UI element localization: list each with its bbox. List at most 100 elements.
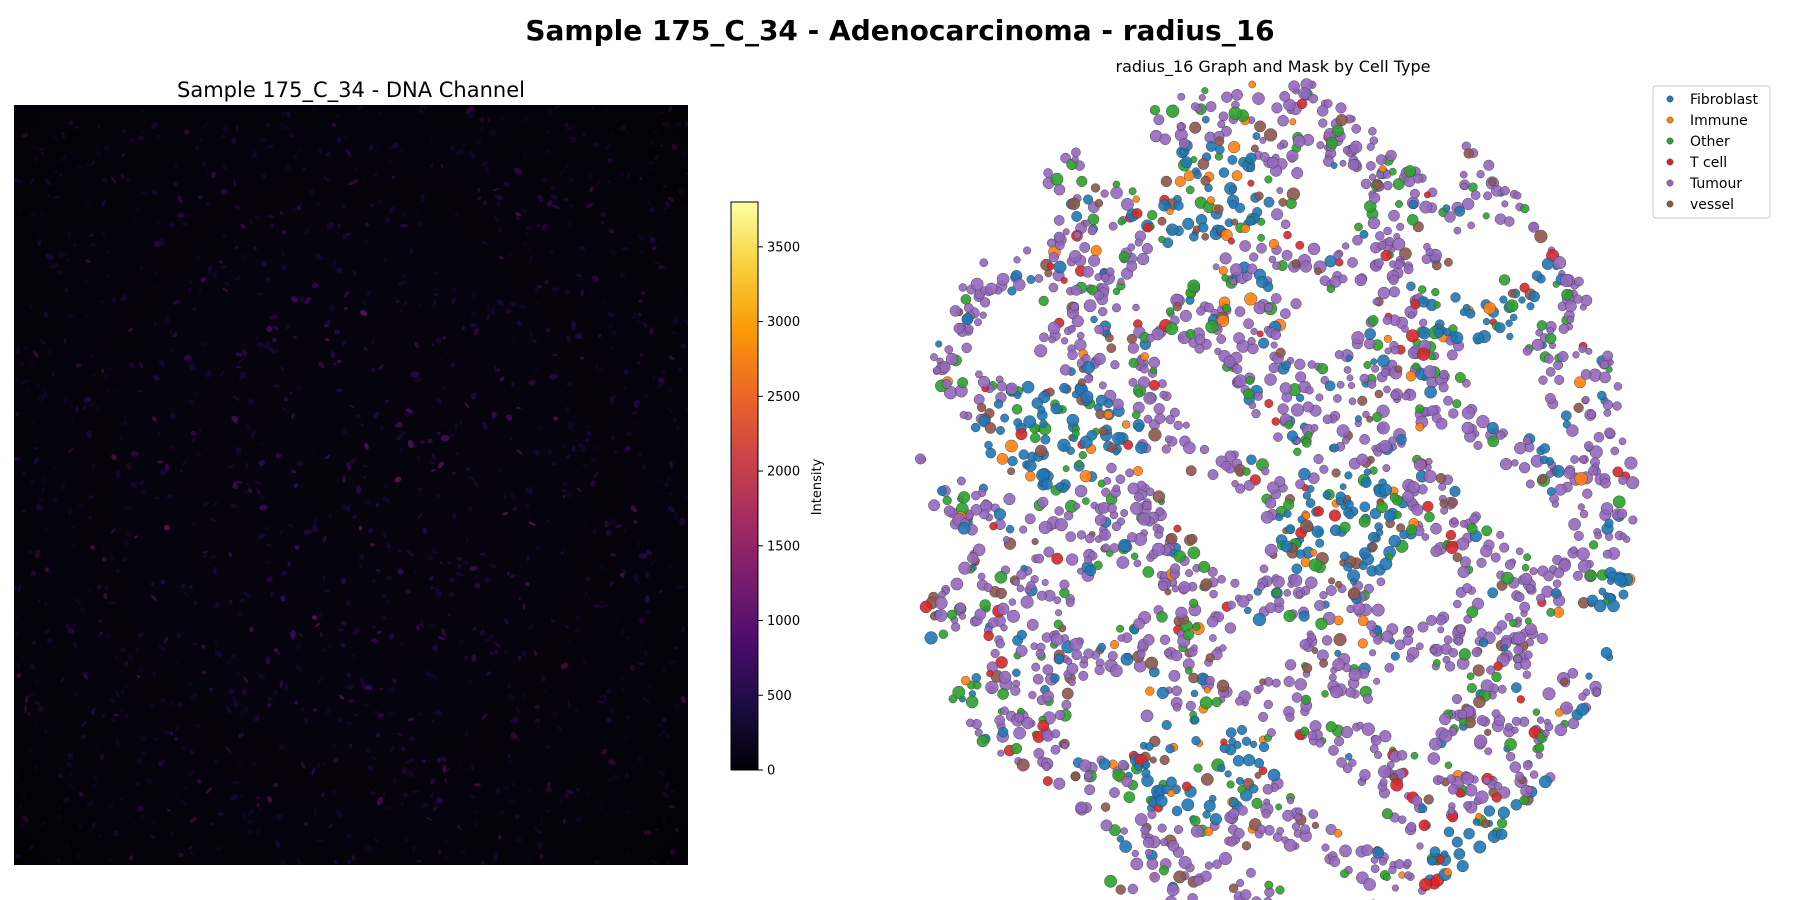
cell-point: [1360, 477, 1372, 488]
cell-point: [1298, 610, 1310, 622]
cell-point: [1328, 509, 1341, 522]
cell-point: [1163, 648, 1172, 657]
cell-point: [1394, 859, 1405, 869]
cell-point: [993, 399, 1004, 409]
cell-point: [1212, 859, 1222, 869]
cell-point: [1118, 538, 1132, 552]
cell-point: [1447, 807, 1456, 815]
cell-point: [1357, 615, 1369, 627]
cell-point: [1559, 701, 1573, 715]
cell-point: [1523, 650, 1533, 660]
cell-point: [1323, 99, 1333, 109]
cell-point: [1125, 468, 1135, 478]
cell-point: [1509, 761, 1522, 773]
cell-point: [1429, 646, 1437, 655]
cell-point: [1302, 663, 1313, 674]
cell-point: [1172, 302, 1182, 312]
cell-point: [1165, 744, 1175, 754]
cell-point: [967, 552, 979, 564]
cell-point: [996, 272, 1010, 286]
cell-point: [1510, 799, 1523, 811]
cell-point: [1127, 482, 1140, 495]
cell-point: [1216, 679, 1230, 692]
cell-point: [1541, 258, 1554, 270]
cell-point: [1418, 878, 1432, 892]
cell-point: [1314, 600, 1326, 612]
cell-point: [1494, 781, 1503, 791]
cell-point: [1319, 658, 1329, 668]
cell-point: [1559, 273, 1574, 288]
cell-point: [1511, 726, 1519, 734]
cell-point: [941, 378, 952, 389]
cell-point: [1418, 804, 1428, 814]
cell-point: [1100, 273, 1110, 282]
cell-point: [1370, 864, 1380, 874]
cell-point: [1143, 391, 1157, 405]
cell-point: [1159, 390, 1168, 399]
cell-point: [1460, 182, 1468, 191]
cell-point: [1348, 397, 1357, 406]
cell-point: [1350, 578, 1358, 586]
cell-point: [1170, 563, 1181, 574]
cell-point: [1185, 328, 1196, 339]
cell-point: [1536, 593, 1546, 603]
cell-point: [1084, 374, 1094, 384]
cell-point: [1588, 465, 1599, 476]
cell-point: [1435, 614, 1447, 626]
cell-point: [1362, 410, 1370, 419]
cell-point: [1618, 437, 1627, 446]
cell-point: [1377, 765, 1391, 779]
cell-point: [1580, 369, 1592, 380]
cell-point: [1211, 697, 1222, 708]
cell-point: [1053, 215, 1065, 226]
cell-point: [1505, 752, 1516, 762]
cell-point: [1040, 434, 1051, 445]
cell-point: [1463, 828, 1475, 840]
cell-point: [1026, 275, 1036, 284]
cell-point: [1444, 211, 1456, 223]
cell-point: [1496, 530, 1505, 539]
cell-point: [1059, 382, 1070, 394]
cell-point: [1193, 875, 1204, 886]
cell-point: [1407, 481, 1420, 494]
colorbar-tick-label: 2000: [767, 465, 800, 480]
cell-point: [1185, 185, 1195, 195]
cell-point: [1333, 250, 1342, 260]
cell-point: [1482, 317, 1491, 326]
cell-point: [1440, 506, 1449, 515]
cell-point: [1224, 770, 1232, 778]
cell-point: [1520, 204, 1530, 214]
cell-point: [1593, 599, 1607, 613]
cell-point: [1070, 302, 1080, 312]
cell-point: [1351, 331, 1365, 345]
cell-point: [1119, 840, 1132, 853]
cell-point: [1607, 599, 1620, 613]
cell-point: [971, 422, 981, 433]
cell-point: [1251, 409, 1261, 419]
cell-point: [1279, 91, 1290, 102]
cell-point: [1249, 252, 1259, 262]
cell-point: [950, 622, 961, 632]
cell-point: [1081, 361, 1095, 374]
cell-point: [970, 504, 982, 516]
cell-point: [1131, 849, 1139, 858]
cell-point: [1097, 642, 1106, 652]
cell-point: [1225, 727, 1237, 738]
cell-point: [952, 685, 966, 699]
cell-point: [1449, 485, 1461, 497]
cell-point: [1124, 652, 1132, 661]
cell-point: [1256, 684, 1264, 692]
cell-point: [1436, 855, 1445, 864]
cell-point: [1103, 476, 1112, 485]
cell-point: [1248, 401, 1257, 410]
cell-point: [1313, 506, 1324, 517]
cell-point: [1443, 867, 1452, 877]
cell-point: [1143, 222, 1153, 233]
cell-point: [1410, 188, 1420, 199]
cell-point: [1108, 221, 1118, 231]
cell-point: [1128, 187, 1137, 196]
cell-point: [1470, 190, 1481, 200]
cell-point: [1191, 644, 1198, 652]
cell-point: [1486, 422, 1499, 435]
cell-point: [1585, 569, 1597, 582]
